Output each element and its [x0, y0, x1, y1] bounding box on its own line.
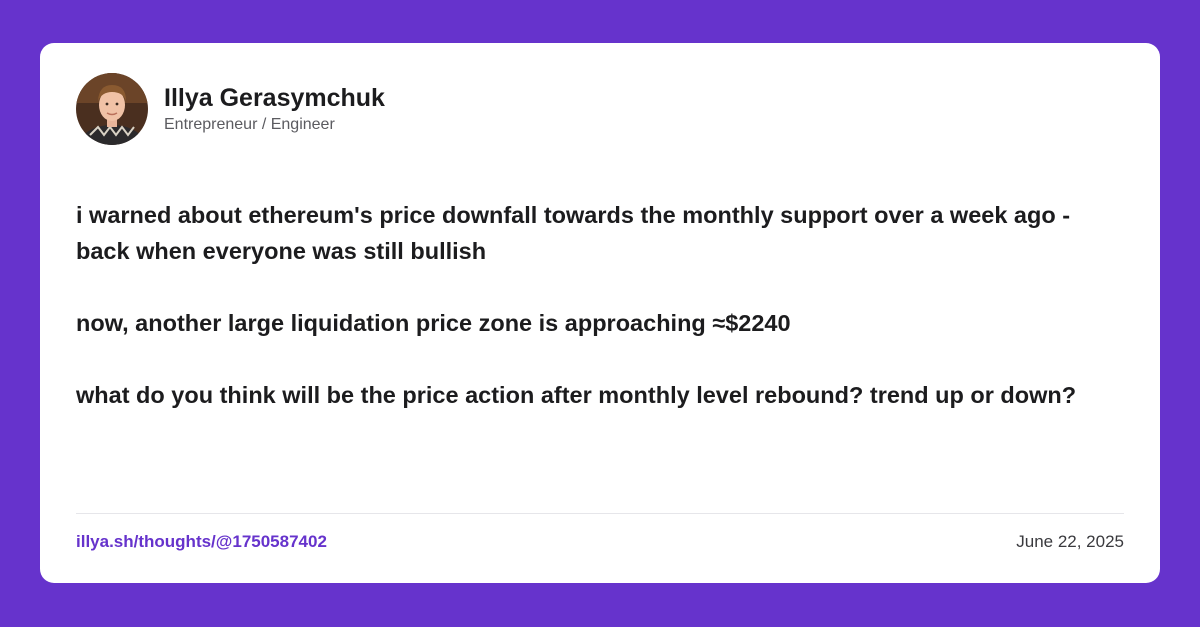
post-body: i warned about ethereum's price downfall…	[76, 197, 1116, 413]
avatar	[76, 73, 148, 145]
footer-divider	[76, 513, 1124, 514]
post-date: June 22, 2025	[1016, 532, 1124, 551]
avatar-photo-icon	[76, 73, 148, 145]
post-card: Illya Gerasymchuk Entrepreneur / Enginee…	[40, 43, 1160, 583]
author-header: Illya Gerasymchuk Entrepreneur / Enginee…	[76, 73, 385, 145]
author-title: Entrepreneur / Engineer	[164, 115, 335, 133]
author-identity: Illya Gerasymchuk Entrepreneur / Enginee…	[164, 83, 385, 136]
post-paragraph: now, another large liquidation price zon…	[76, 310, 791, 336]
permalink[interactable]: illya.sh/thoughts/@1750587402	[76, 532, 327, 551]
post-paragraph: what do you think will be the price acti…	[76, 382, 1077, 408]
post-paragraph: i warned about ethereum's price downfall…	[76, 202, 1071, 264]
author-name: Illya Gerasymchuk	[164, 83, 385, 112]
